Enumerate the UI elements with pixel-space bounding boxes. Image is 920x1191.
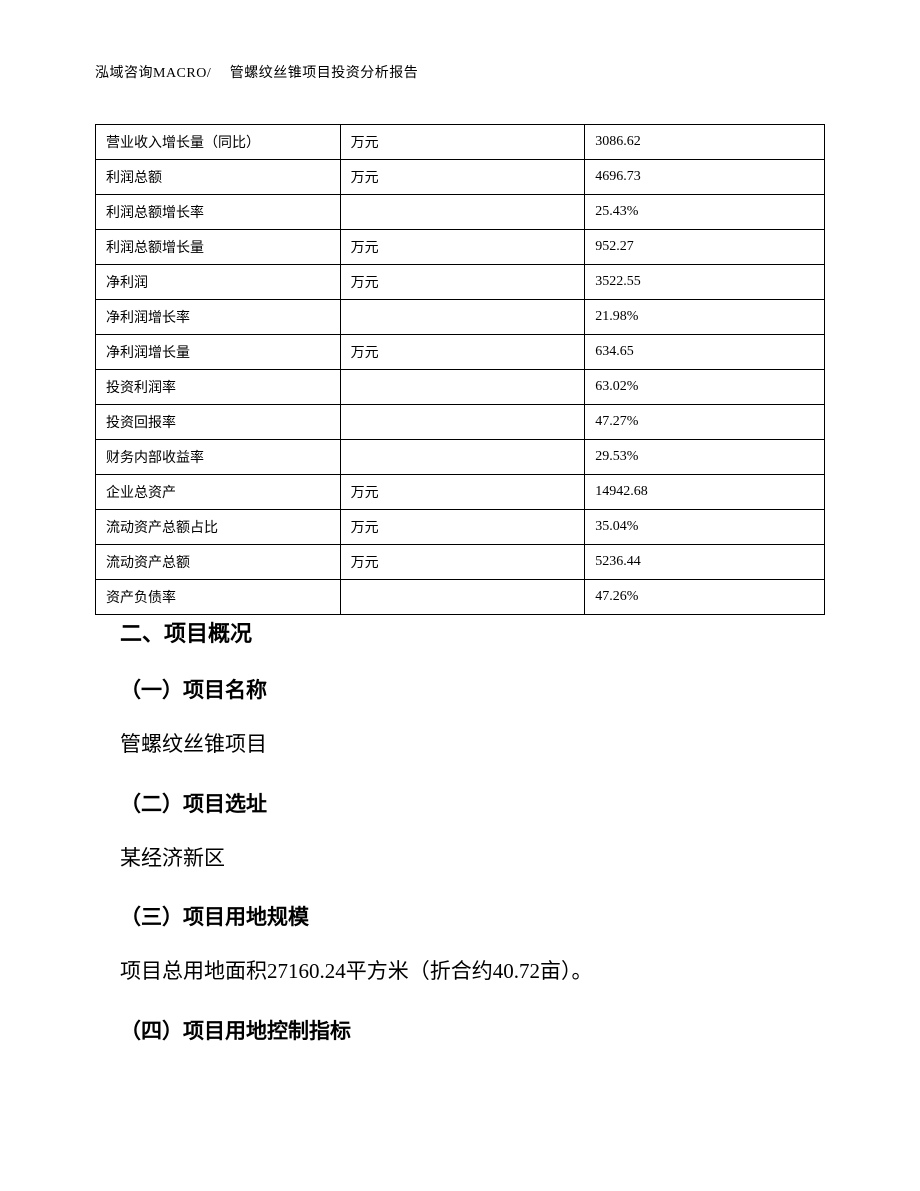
metric-value: 14942.68: [585, 475, 825, 510]
metric-unit: [340, 195, 585, 230]
metric-value: 5236.44: [585, 545, 825, 580]
metric-value: 3522.55: [585, 265, 825, 300]
table-row: 利润总额 万元 4696.73: [96, 160, 825, 195]
metric-name: 净利润增长率: [96, 300, 341, 335]
metric-value: 35.04%: [585, 510, 825, 545]
table-row: 净利润增长率 21.98%: [96, 300, 825, 335]
table-row: 净利润增长量 万元 634.65: [96, 335, 825, 370]
table-row: 流动资产总额占比 万元 35.04%: [96, 510, 825, 545]
metric-name: 利润总额增长量: [96, 230, 341, 265]
table-row: 企业总资产 万元 14942.68: [96, 475, 825, 510]
metric-name: 净利润增长量: [96, 335, 341, 370]
metric-name: 投资回报率: [96, 405, 341, 440]
section-heading-main: 二、项目概况: [120, 616, 800, 648]
section-heading-sub4: （四）项目用地控制指标: [120, 1015, 800, 1045]
section-heading-sub2: （二）项目选址: [120, 788, 800, 818]
table-row: 利润总额增长率 25.43%: [96, 195, 825, 230]
metric-value: 63.02%: [585, 370, 825, 405]
metric-name: 利润总额增长率: [96, 195, 341, 230]
metric-value: 21.98%: [585, 300, 825, 335]
header-text: 泓域咨询MACRO/ 管螺纹丝锥项目投资分析报告: [95, 66, 418, 81]
metric-unit: 万元: [340, 475, 585, 510]
metric-name: 利润总额: [96, 160, 341, 195]
metric-unit: [340, 405, 585, 440]
metric-name: 流动资产总额占比: [96, 510, 341, 545]
section-heading-sub3: （三）项目用地规模: [120, 901, 800, 931]
metric-value: 29.53%: [585, 440, 825, 475]
metric-unit: 万元: [340, 125, 585, 160]
metric-name: 企业总资产: [96, 475, 341, 510]
section-heading-sub1: （一）项目名称: [120, 674, 800, 704]
metric-value: 4696.73: [585, 160, 825, 195]
content-area: 二、项目概况 （一）项目名称 管螺纹丝锥项目 （二）项目选址 某经济新区 （三）…: [120, 608, 800, 1069]
metric-value: 634.65: [585, 335, 825, 370]
metric-value: 25.43%: [585, 195, 825, 230]
metric-unit: 万元: [340, 335, 585, 370]
page-header: 泓域咨询MACRO/ 管螺纹丝锥项目投资分析报告: [95, 62, 418, 82]
metric-name: 营业收入增长量（同比）: [96, 125, 341, 160]
metric-name: 投资利润率: [96, 370, 341, 405]
metric-name: 流动资产总额: [96, 545, 341, 580]
metric-name: 净利润: [96, 265, 341, 300]
metric-unit: [340, 370, 585, 405]
metric-unit: [340, 300, 585, 335]
metric-unit: 万元: [340, 160, 585, 195]
table-row: 营业收入增长量（同比） 万元 3086.62: [96, 125, 825, 160]
table-row: 财务内部收益率 29.53%: [96, 440, 825, 475]
table-row: 利润总额增长量 万元 952.27: [96, 230, 825, 265]
table-row: 投资回报率 47.27%: [96, 405, 825, 440]
section-text-sub1: 管螺纹丝锥项目: [120, 728, 800, 762]
metric-name: 财务内部收益率: [96, 440, 341, 475]
metric-unit: 万元: [340, 265, 585, 300]
metric-unit: 万元: [340, 545, 585, 580]
metric-value: 3086.62: [585, 125, 825, 160]
table-body: 营业收入增长量（同比） 万元 3086.62 利润总额 万元 4696.73 利…: [96, 125, 825, 615]
metric-value: 47.27%: [585, 405, 825, 440]
financial-table: 营业收入增长量（同比） 万元 3086.62 利润总额 万元 4696.73 利…: [95, 124, 825, 615]
table-row: 流动资产总额 万元 5236.44: [96, 545, 825, 580]
metric-unit: 万元: [340, 230, 585, 265]
table-row: 投资利润率 63.02%: [96, 370, 825, 405]
table-row: 净利润 万元 3522.55: [96, 265, 825, 300]
section-text-sub3: 项目总用地面积27160.24平方米（折合约40.72亩）。: [120, 955, 800, 989]
section-text-sub2: 某经济新区: [120, 842, 800, 876]
metric-unit: [340, 440, 585, 475]
metric-unit: 万元: [340, 510, 585, 545]
metric-value: 952.27: [585, 230, 825, 265]
